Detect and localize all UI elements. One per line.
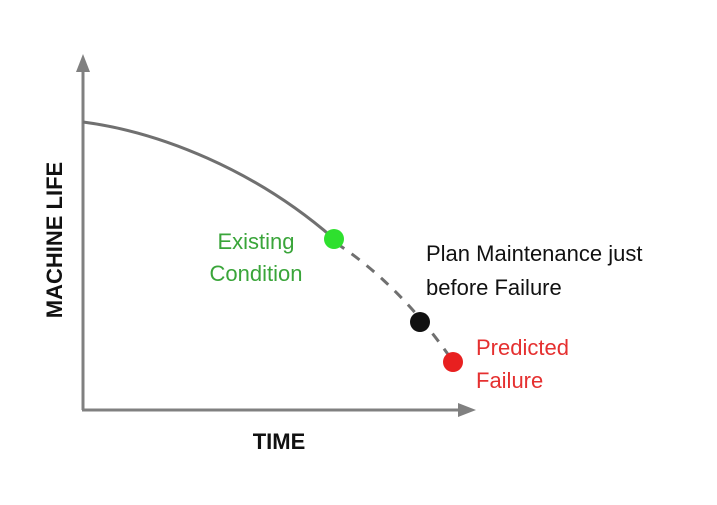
predicted-failure-point — [443, 352, 463, 372]
y-axis-arrowhead — [76, 54, 90, 72]
plan-maintenance-label-line2: before Failure — [426, 275, 562, 300]
x-axis-title: TIME — [253, 429, 306, 454]
existing-condition-label-line1: Existing — [217, 229, 294, 254]
plan-maintenance-point — [410, 312, 430, 332]
y-axis-title: MACHINE LIFE — [42, 162, 67, 318]
plan-maintenance-label-line1: Plan Maintenance just — [426, 241, 642, 266]
existing-condition-label-line2: Condition — [210, 261, 303, 286]
predicted-failure-label-line1: Predicted — [476, 335, 569, 360]
x-axis-arrowhead — [458, 403, 476, 417]
machine-life-curve-predicted — [335, 241, 454, 361]
existing-condition-point — [324, 229, 344, 249]
machine-life-curve-actual — [82, 120, 334, 240]
predicted-failure-label-line2: Failure — [476, 368, 543, 393]
